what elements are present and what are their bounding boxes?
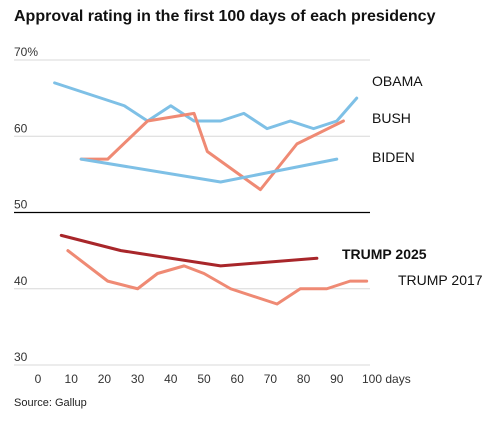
chart-title: Approval rating in the first 100 days of… bbox=[14, 8, 436, 25]
x-axis-ticks: 0 10 20 30 40 50 60 70 80 90 100 days bbox=[35, 372, 411, 386]
x-tick-label: 30 bbox=[131, 372, 145, 386]
series-label-obama: OBAMA bbox=[372, 73, 423, 89]
y-tick-label: 70% bbox=[14, 45, 38, 59]
x-tick-label: 60 bbox=[231, 372, 245, 386]
x-tick-label: 50 bbox=[197, 372, 211, 386]
x-tick-label: 10 bbox=[65, 372, 79, 386]
series-line-trump2017 bbox=[66, 249, 369, 306]
y-tick-label: 40 bbox=[14, 274, 28, 288]
x-tick-label: 100 days bbox=[362, 372, 411, 386]
series-lines bbox=[53, 81, 369, 306]
x-tick-label: 0 bbox=[35, 372, 42, 386]
series-labels: OBAMA BUSH BIDEN TRUMP 2025 TRUMP 2017 bbox=[342, 73, 483, 288]
y-tick-label: 30 bbox=[14, 350, 28, 364]
y-tick-label: 50 bbox=[14, 198, 28, 212]
x-tick-label: 70 bbox=[264, 372, 278, 386]
series-line-obama bbox=[53, 81, 359, 131]
series-line-biden bbox=[79, 157, 339, 184]
x-tick-label: 80 bbox=[297, 372, 311, 386]
series-label-trump2017: TRUMP 2017 bbox=[398, 272, 483, 288]
gridlines bbox=[14, 59, 370, 366]
x-tick-label: 90 bbox=[330, 372, 344, 386]
x-tick-label: 20 bbox=[98, 372, 112, 386]
series-line-trump2025 bbox=[59, 233, 319, 268]
series-line-bush bbox=[79, 111, 345, 192]
x-tick-label: 40 bbox=[164, 372, 178, 386]
chart-source: Source: Gallup bbox=[14, 397, 87, 409]
y-tick-label: 60 bbox=[14, 121, 28, 135]
series-label-trump2025: TRUMP 2025 bbox=[342, 246, 427, 262]
series-label-biden: BIDEN bbox=[372, 149, 415, 165]
y-axis-ticks: 70% 60 50 40 30 bbox=[14, 45, 38, 364]
series-label-bush: BUSH bbox=[372, 110, 411, 126]
